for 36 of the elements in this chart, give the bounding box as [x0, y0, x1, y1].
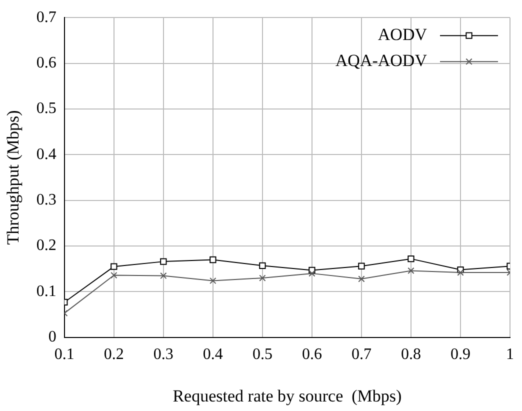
y-axis-title: Throughput (Mbps) — [4, 110, 23, 245]
x-tick-label: 0.1 — [54, 346, 74, 364]
point — [160, 258, 167, 265]
point — [308, 270, 316, 277]
y-tick-label: 0.1 — [36, 282, 56, 300]
y-tick-label: 0.2 — [36, 237, 56, 254]
point — [110, 272, 118, 279]
point — [160, 272, 167, 280]
x-tick-label: 0.4 — [202, 346, 223, 364]
point — [457, 269, 464, 276]
point — [408, 255, 414, 262]
x-axis-title: Requested rate by source (Mbps) — [172, 386, 402, 406]
point — [358, 262, 365, 270]
x-tick-label: 0.3 — [153, 346, 174, 364]
point — [259, 262, 266, 269]
legend-label: AQA-AODV — [335, 51, 428, 70]
y-tick-label: 0.7 — [36, 8, 56, 26]
point — [110, 263, 118, 270]
point — [408, 267, 414, 274]
point — [210, 277, 216, 284]
x-tick-label: 1 — [506, 346, 514, 364]
x-tick-label: 0.9 — [450, 346, 470, 364]
x-tick-label: 0.5 — [252, 346, 272, 364]
point — [358, 276, 365, 282]
y-tick-label: 0.4 — [36, 146, 56, 163]
x-tick-label: 0.7 — [351, 346, 372, 364]
point — [210, 256, 216, 264]
y-tick-label: 0.3 — [36, 192, 56, 209]
legend-label: AODV — [378, 25, 428, 44]
y-tick-label: 0.6 — [36, 54, 56, 72]
y-tick-label: 0.5 — [36, 100, 56, 118]
x-tick-label: 0.8 — [400, 346, 421, 364]
x-tick-label: 0.2 — [104, 346, 124, 364]
x-tick-label: 0.6 — [302, 346, 322, 364]
point — [259, 274, 266, 282]
y-tick-label: 0 — [48, 328, 56, 346]
